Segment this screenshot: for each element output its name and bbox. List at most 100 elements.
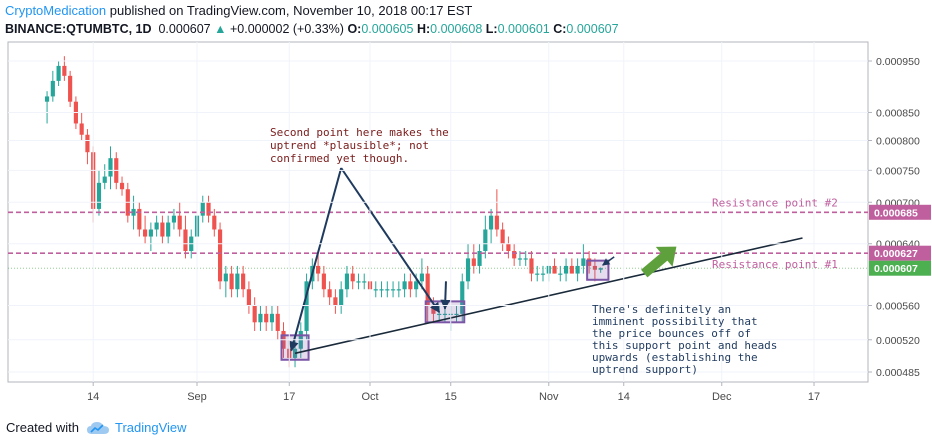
candle-body (62, 65, 67, 76)
candle-body (333, 297, 338, 306)
candle (379, 281, 384, 298)
close-label: C: (553, 22, 567, 36)
candle (529, 251, 534, 282)
candle (85, 129, 90, 165)
candle-body (396, 289, 401, 291)
candle-body (373, 289, 378, 291)
candle-body (563, 265, 569, 274)
price-tick-label: 0.000520 (876, 335, 920, 347)
candle (235, 265, 240, 298)
candle-body (506, 243, 511, 252)
candle-body (85, 134, 90, 153)
price-tick-label: 0.000850 (876, 107, 920, 119)
candle (581, 243, 586, 274)
candle (563, 258, 569, 282)
annotation-line: There's definitely an (592, 303, 731, 316)
candle (327, 281, 332, 306)
bounce-arrow-icon (641, 246, 677, 278)
candle-body (425, 273, 430, 306)
candle (269, 305, 275, 331)
price-change: +0.000002 (+0.33%) (229, 22, 344, 36)
candle-body (131, 208, 136, 216)
candle (275, 305, 280, 340)
tradingview-cloud-icon (86, 422, 109, 434)
open-label: O: (347, 22, 362, 36)
candle-body (148, 229, 153, 237)
time-tick-label: 14 (618, 391, 630, 403)
pointer-line-right (340, 167, 441, 313)
candle-body (206, 202, 211, 216)
pointer-line-left (288, 167, 343, 352)
candle (587, 251, 592, 274)
candle (419, 258, 424, 290)
support-annotation: There's definitely an imminent possibilit… (592, 303, 777, 376)
publish-text: published on TradingView.com, November 1… (109, 3, 473, 18)
candle-body (258, 313, 263, 323)
candle-body (177, 215, 182, 230)
time-tick-label: Oct (361, 391, 378, 403)
candle (96, 170, 102, 216)
candle-body (321, 273, 326, 290)
candle (506, 236, 511, 259)
candle (465, 243, 471, 290)
candle-body (56, 65, 61, 81)
candle (321, 265, 326, 298)
candle (356, 273, 361, 290)
candle-body (246, 289, 251, 306)
time-tick-label: 14 (87, 391, 99, 403)
candle-body (408, 281, 413, 290)
candle-body (385, 289, 390, 291)
candle-body (558, 273, 563, 275)
candle (483, 215, 488, 259)
candle-body (587, 258, 592, 266)
candle-body (592, 265, 597, 270)
candle (183, 215, 188, 259)
annotation-line: uptrend support) (592, 363, 698, 376)
candle-body (171, 215, 177, 223)
candle-body (79, 123, 84, 135)
candle-body (465, 258, 471, 282)
candle-body (137, 208, 142, 230)
candle (598, 267, 603, 273)
symbol-label[interactable]: BINANCE:QTUMBTC, 1D (5, 22, 152, 36)
tradingview-brand[interactable]: TradingView (114, 420, 187, 435)
candle-body (327, 289, 332, 298)
candle-body (460, 281, 465, 314)
author-link[interactable]: CryptoMedication (5, 3, 107, 18)
candle-body (166, 222, 171, 237)
candle-body (252, 305, 257, 323)
time-tick-label: Sep (187, 391, 207, 403)
bounce-arrow-shape (641, 246, 677, 278)
candle-body (143, 229, 148, 237)
price-tick-label: 0.000750 (876, 165, 920, 177)
candle-body (535, 273, 540, 275)
candle-body (44, 96, 50, 102)
candle (171, 208, 177, 230)
candle-body (223, 273, 228, 282)
price-tick-label: 0.000950 (876, 56, 920, 68)
close-value: 0.000607 (566, 22, 619, 36)
candle (264, 305, 269, 331)
candle (102, 164, 107, 190)
candle-body (523, 258, 528, 260)
time-tick-label: Nov (539, 391, 559, 403)
candle-body (569, 265, 574, 274)
candle-body (552, 265, 557, 274)
candle-body (108, 158, 113, 177)
candle-body (235, 273, 240, 290)
candle-body (292, 348, 298, 358)
candle (500, 222, 505, 252)
candle (344, 265, 350, 298)
price-label-text: 0.000607 (874, 263, 918, 275)
candle (304, 273, 309, 340)
candle (390, 281, 396, 298)
candle-body (264, 313, 269, 323)
candle-body (379, 289, 384, 291)
created-with-text: Created with (6, 420, 79, 435)
candle-body (402, 281, 407, 290)
candle-body (362, 281, 367, 283)
candle-body (339, 289, 344, 306)
second-point-annotation: Second point here makes the uptrend *plau… (270, 126, 449, 165)
low-label: L: (485, 22, 498, 36)
